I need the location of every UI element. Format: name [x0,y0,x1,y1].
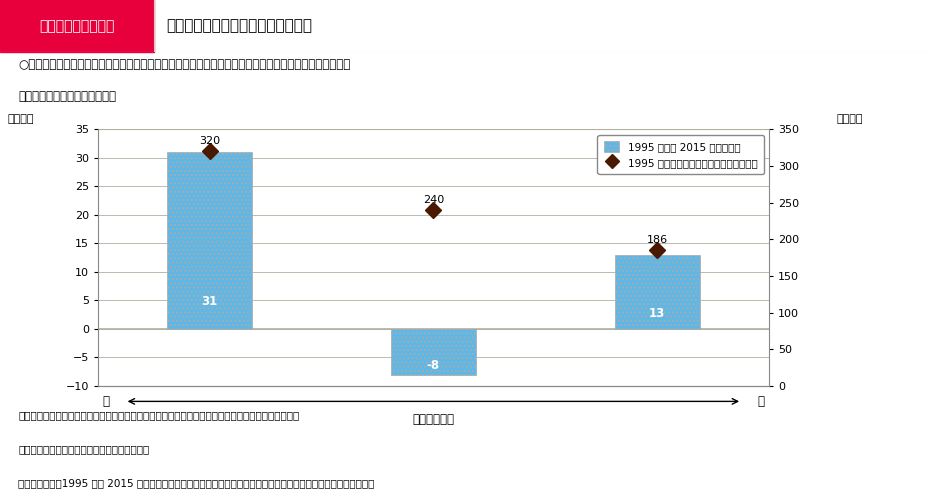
Legend: 1995 年から 2015 年の増減額, 1995 年次調査の所定内給与額（右目盛）: 1995 年から 2015 年の増減額, 1995 年次調査の所定内給与額（右目… [597,134,763,174]
Text: 高: 高 [102,395,109,408]
Text: 資料出所　厚生労働省「賃金構造基本統計調査」をもとに厚生労働省労働政策担当参事官室にて作成: 資料出所 厚生労働省「賃金構造基本統計調査」をもとに厚生労働省労働政策担当参事官… [19,410,300,420]
Text: 31: 31 [201,295,218,308]
Text: ○　スキル別に賃金の動向をみると、高スキル職種では水準が高く伸びも大きい一方、低スキル職種は、: ○ スキル別に賃金の動向をみると、高スキル職種では水準が高く伸びも大きい一方、低… [19,58,350,71]
Text: （千円）: （千円） [836,115,863,124]
Text: 13: 13 [649,307,665,320]
Text: 低: 低 [758,395,765,408]
Text: -8: -8 [427,359,440,372]
Bar [0,0,154,52]
Bar [614,255,700,329]
Bar [167,152,253,329]
Text: 我が国におけるスキル別賃金の状況: 我が国におけるスキル別賃金の状況 [166,18,312,34]
Text: 第２－（３）－８図: 第２－（３）－８図 [40,19,115,33]
Text: スキル難易度: スキル難易度 [412,413,455,426]
Text: （千円）: （千円） [7,115,34,124]
Text: 320: 320 [199,136,220,146]
Bar [391,329,476,374]
Text: ２）1995 年と 2015 年では調査職種が異なっているため、両調査で一致している職種のみ抽出している。: ２）1995 年と 2015 年では調査職種が異なっているため、両調査で一致して… [19,478,375,488]
Text: （注）　１）賃金は１か月の所定内給与額。: （注） １）賃金は１か月の所定内給与額。 [19,444,150,454]
Text: 186: 186 [647,235,667,245]
Text: 水準が低く伸びも小さい。: 水準が低く伸びも小さい。 [19,90,116,103]
Text: 240: 240 [423,195,444,205]
